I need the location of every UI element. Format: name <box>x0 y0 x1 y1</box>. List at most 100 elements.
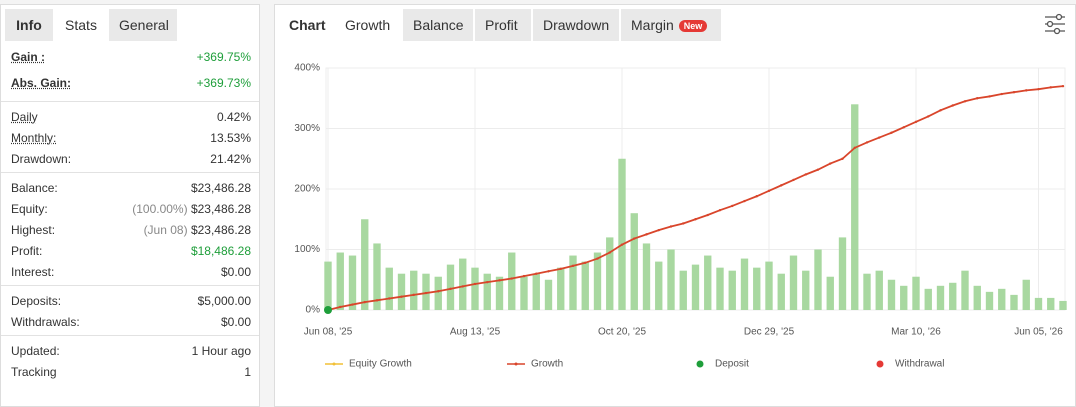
stat-value: $0.00 <box>221 312 251 332</box>
growth-point <box>547 270 550 273</box>
stat-row: Monthly: 13.53% <box>11 128 251 148</box>
stat-row: Tracking 1 <box>11 362 251 382</box>
chart-tab[interactable]: Profit <box>475 9 531 41</box>
bar <box>973 285 981 310</box>
bar <box>985 291 994 310</box>
tab-label: Margin <box>631 17 674 33</box>
chart-tab[interactable]: Growth <box>335 9 401 41</box>
growth-point <box>400 295 403 298</box>
stat-label: Profit: <box>11 244 43 258</box>
bar <box>557 267 565 310</box>
filter-icon[interactable] <box>1045 13 1065 35</box>
tab[interactable]: Info <box>5 9 53 41</box>
stat-value: 21.42% <box>210 149 251 169</box>
bar <box>606 237 614 310</box>
growth-point <box>939 109 942 112</box>
new-badge: New <box>678 20 708 32</box>
separator <box>1 285 259 286</box>
bar <box>397 273 406 310</box>
y-tick-label: 200% <box>294 184 320 195</box>
x-tick-label: Dec 29, '25 <box>744 327 795 338</box>
bar <box>336 252 344 310</box>
legend-swatch-dot <box>332 362 336 366</box>
x-tick-label: Jun 05, '26 <box>1014 327 1063 338</box>
growth-point <box>608 251 611 254</box>
stat-row: Gain : +369.75% <box>11 47 251 67</box>
stat-amount: 1 Hour ago <box>191 344 251 358</box>
bar <box>361 219 369 310</box>
bar <box>471 267 479 310</box>
bar <box>851 104 859 310</box>
growth-point <box>743 199 746 203</box>
stat-row: Deposits: $5,000.00 <box>11 291 251 311</box>
y-tick-label: 100% <box>294 244 320 255</box>
y-tick-label: 300% <box>294 123 320 134</box>
bar <box>789 255 798 310</box>
stat-label: Equity: <box>11 202 48 216</box>
separator <box>1 172 259 173</box>
bar <box>679 270 687 310</box>
bar <box>740 258 749 310</box>
chart: 0% 100% 200% 300% 400% Jun 08, '25 Aug 13, '25… <box>294 13 1067 370</box>
growth-point <box>878 136 881 139</box>
legend-label[interactable]: Deposit <box>715 359 749 370</box>
growth-point <box>816 168 820 171</box>
bar <box>777 273 785 310</box>
growth-point <box>498 279 501 282</box>
chart-tab[interactable]: Drawdown <box>533 9 619 41</box>
stat-row: Profit: $18,486.28 <box>11 241 251 261</box>
stat-value: (Jun 08) $23,486.28 <box>144 220 251 240</box>
growth-point <box>669 225 673 228</box>
legend-label[interactable]: Withdrawal <box>895 359 944 370</box>
separator <box>1 335 259 336</box>
chart-tab[interactable]: Balance <box>403 9 473 41</box>
bar <box>936 285 945 310</box>
growth-point <box>571 264 575 268</box>
stat-amount: $0.00 <box>220 315 251 329</box>
bar <box>716 267 724 310</box>
bar <box>900 285 908 310</box>
growth-point <box>535 272 538 275</box>
growth-point <box>388 297 391 300</box>
bar <box>642 243 651 310</box>
stat-label: Updated: <box>11 344 60 358</box>
stat-row: Daily 0.42% <box>11 107 251 127</box>
bar <box>691 264 700 310</box>
growth-point <box>718 208 722 212</box>
x-tick-label: Jun 08, '25 <box>304 327 353 338</box>
bar <box>765 261 773 310</box>
stat-label: Abs. Gain: <box>11 76 72 90</box>
bar <box>618 158 626 310</box>
x-tick-label: Mar 10, '26 <box>891 327 941 338</box>
growth-point <box>486 280 489 284</box>
stat-label: Daily <box>11 110 38 124</box>
legend-label[interactable]: Growth <box>531 359 563 370</box>
stat-row: Equity: (100.00%) $23,486.28 <box>11 199 251 219</box>
growth-point <box>792 178 795 182</box>
bar <box>1022 279 1030 310</box>
stat-label: Gain : <box>11 50 46 64</box>
growth-point <box>424 291 428 295</box>
growth-point <box>890 131 893 134</box>
growth-point <box>412 293 415 297</box>
tab-label: Drawdown <box>543 17 610 33</box>
chart-tab[interactable]: Margin New <box>621 9 721 41</box>
stat-amount: +369.75% <box>196 50 251 64</box>
growth-point <box>510 277 513 280</box>
tab[interactable]: General <box>109 9 177 41</box>
tab-label: Profit <box>485 17 518 33</box>
bar <box>532 273 540 310</box>
stat-amount: $5,000.00 <box>197 294 251 308</box>
growth-point <box>375 299 379 302</box>
tab[interactable]: Stats <box>53 9 109 41</box>
bar <box>581 261 589 310</box>
legend-label[interactable]: Equity Growth <box>349 359 412 370</box>
growth-point <box>645 233 648 236</box>
growth-point <box>1061 84 1065 88</box>
separator <box>1 101 259 102</box>
bar <box>459 258 467 310</box>
stat-label: Monthly: <box>11 131 57 145</box>
stat-amount: $18,486.28 <box>190 244 251 258</box>
growth-point <box>449 287 452 291</box>
